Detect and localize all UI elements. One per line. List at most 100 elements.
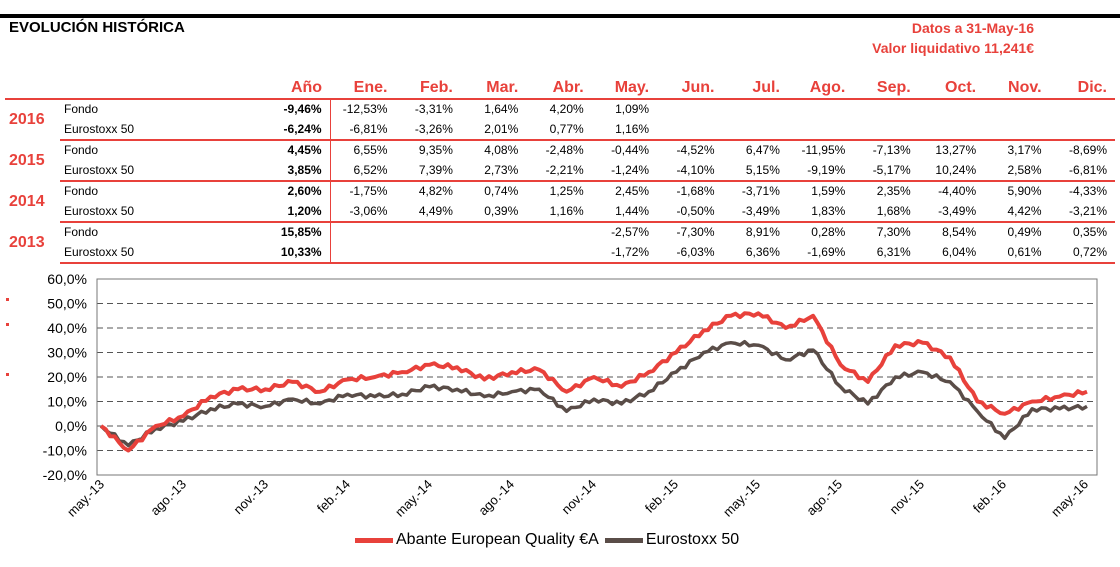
annual-return: 1,20% [265,201,331,223]
annual-return: 10,33% [265,242,331,264]
annual-return: -9,46% [265,99,331,120]
monthly-return [395,222,460,243]
data-date: Datos a 31-May-16 [911,20,1034,36]
table-row: Eurostoxx 50 -6,24% -6,81% -3,26% 2,01% 0,77%… [5,119,1115,141]
table-row: 2013 Fondo 15,85% -2,57% -7,30% 8,91% 0,28% 7,3… [5,222,1115,251]
monthly-return: 6,47% [745,143,780,157]
monthly-return: 9,35% [418,143,453,157]
x-tick-label: feb.-16 [970,477,1009,516]
table-row: Eurostoxx 50 1,20% -3,06% 4,49% 0,39% 1,16% 1,… [5,201,1115,223]
monthly-return: 2,01% [460,119,527,141]
year-label: 2015 [9,151,45,169]
y-tick-label: 60,0% [47,271,87,287]
monthly-return: 2,73% [460,160,527,182]
row-label: Eurostoxx 50 [60,242,266,264]
x-tick-label: may.-15 [720,477,763,520]
year-label: 2016 [9,111,45,129]
monthly-return: -1,68% [676,184,715,198]
edge-mark [6,323,9,326]
monthly-return: -1,24% [591,160,658,182]
monthly-return: -1,69% [787,242,854,264]
monthly-return: -2,57% [611,225,650,239]
monthly-return: 8,54% [942,225,977,239]
monthly-return [330,242,396,264]
monthly-return: 2,35% [876,184,911,198]
y-tick-label: 50,0% [47,296,87,312]
monthly-return: -9,19% [787,160,854,182]
monthly-return [984,119,1050,141]
monthly-return [461,222,526,243]
monthly-return [919,99,984,120]
monthly-return: -4,40% [938,184,977,198]
monthly-return: -4,52% [676,143,715,157]
monthly-return: 1,25% [549,184,584,198]
monthly-return [395,242,461,264]
monthly-return: -2,21% [526,160,592,182]
monthly-return [657,99,722,120]
monthly-return: -1,72% [591,242,658,264]
plot-frame [96,278,1098,476]
column-header-month: Jul. [722,78,788,100]
column-header-month: Dic. [1049,78,1115,100]
row-label: Eurostoxx 50 [60,201,266,223]
monthly-return: 4,42% [984,201,1050,223]
monthly-return [1050,99,1115,120]
monthly-return: -3,31% [414,102,453,116]
performance-chart: 60,0% 50,0% 40,0% 30,0% 20,0% 10,0% 0,0% -10,0%… [6,271,1098,520]
monthly-return [657,119,723,141]
header-blank [5,78,60,100]
monthly-return: -3,49% [722,201,788,223]
x-tick-label: nov.-14 [559,477,600,518]
monthly-return [853,99,918,120]
table-row: 2014 Fondo 2,60% -1,75% 4,82% 0,74% 1,25% 2,45%… [5,181,1115,210]
y-tick-label: 30,0% [47,345,87,361]
monthly-return: 0,28% [811,225,846,239]
monthly-return [723,99,788,120]
column-header-month: Mar. [460,78,527,100]
column-header-month: Oct. [918,78,985,100]
annual-return: 3,85% [265,160,331,182]
legend-label-index: Eurostoxx 50 [645,531,740,548]
y-tick-label: -10,0% [43,443,87,459]
x-tick-label: feb.-15 [642,477,681,516]
table-row: Eurostoxx 50 3,85% 6,52% 7,39% 2,73% -2,21% -1… [5,160,1115,182]
monthly-return: 2,58% [984,160,1050,182]
edge-mark [6,373,9,376]
x-tick-label: ago.-15 [803,477,845,519]
y-tick-label: 20,0% [47,369,87,385]
monthly-return: 0,61% [984,242,1050,264]
y-tick-label: 0,0% [55,418,87,434]
x-tick-label: ago.-13 [147,477,189,519]
x-tick-label: feb.-14 [314,477,353,516]
monthly-return: 4,49% [395,201,461,223]
annual-return: 4,45% [265,140,331,161]
monthly-return: 6,36% [722,242,788,264]
monthly-return: 4,20% [549,102,584,116]
monthly-return: -12,53% [342,102,388,116]
monthly-return: 1,09% [615,102,650,116]
page-title: EVOLUCIÓN HISTÓRICA [9,19,185,36]
monthly-return: 5,15% [722,160,788,182]
historical-returns-table: Año Ene. Feb. Mar. Abr. May. Jun. Jul. Ago. Sep. O… [5,78,1115,264]
monthly-return: 6,52% [330,160,396,182]
row-label: Fondo [64,225,99,239]
y-tick-label: 40,0% [47,320,87,336]
monthly-return [722,119,788,141]
monthly-return: -3,71% [741,184,780,198]
column-header-month: Ene. [330,78,396,100]
edge-mark [6,298,9,301]
monthly-return: -4,33% [1068,184,1107,198]
legend-item-index: Eurostoxx 50 [604,531,740,549]
monthly-return [788,99,853,120]
monthly-return [984,99,1049,120]
year-label: 2014 [9,192,45,210]
monthly-return: -7,13% [872,143,911,157]
legend-label-fund: Abante European Quality €A [396,531,599,548]
header-blank [60,78,266,100]
column-header-month: Feb. [395,78,461,100]
monthly-return: 1,16% [591,119,658,141]
monthly-return: 0,77% [526,119,592,141]
column-header-month: Jun. [657,78,723,100]
monthly-return: 1,59% [811,184,846,198]
x-tick-label: may.-14 [392,477,435,520]
